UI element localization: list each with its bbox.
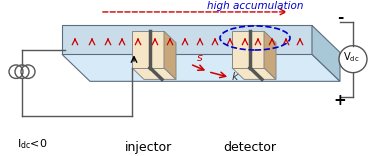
Polygon shape	[62, 25, 312, 54]
Text: +: +	[334, 93, 346, 108]
Text: k: k	[232, 73, 239, 83]
Polygon shape	[312, 25, 340, 81]
Text: V$_{\rm dc}$: V$_{\rm dc}$	[343, 50, 359, 64]
Text: I$_{\rm dc}$<0: I$_{\rm dc}$<0	[17, 137, 47, 151]
Polygon shape	[132, 31, 164, 68]
Text: s: s	[197, 53, 203, 63]
Polygon shape	[264, 31, 276, 79]
Polygon shape	[232, 31, 264, 68]
Text: injector: injector	[124, 141, 172, 154]
Text: -: -	[337, 10, 343, 25]
Text: high accumulation: high accumulation	[207, 1, 303, 11]
Polygon shape	[232, 68, 276, 79]
Text: detector: detector	[223, 141, 276, 154]
Circle shape	[339, 46, 367, 73]
Polygon shape	[62, 54, 340, 81]
Polygon shape	[164, 31, 176, 79]
Polygon shape	[132, 68, 176, 79]
